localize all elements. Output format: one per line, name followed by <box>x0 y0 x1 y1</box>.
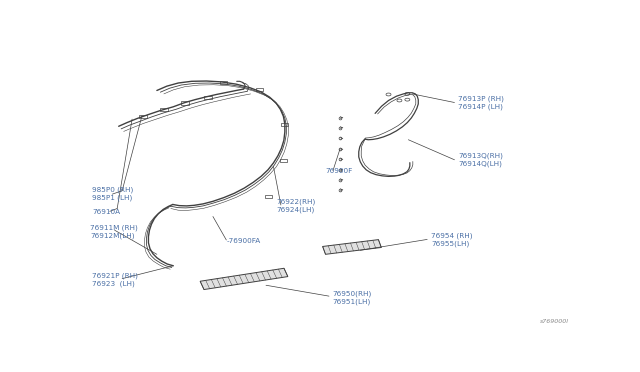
FancyBboxPatch shape <box>220 81 227 84</box>
Text: 76910A: 76910A <box>92 209 120 215</box>
FancyBboxPatch shape <box>204 96 212 99</box>
Polygon shape <box>323 240 381 254</box>
Text: 76922(RH)
76924(LH): 76922(RH) 76924(LH) <box>276 198 315 213</box>
Text: 76954 (RH)
76955(LH): 76954 (RH) 76955(LH) <box>431 233 473 247</box>
FancyBboxPatch shape <box>256 88 263 91</box>
FancyBboxPatch shape <box>281 124 288 126</box>
Text: 76900F: 76900F <box>326 168 353 174</box>
FancyBboxPatch shape <box>139 115 147 118</box>
Text: 76913P (RH)
76914P (LH): 76913P (RH) 76914P (LH) <box>458 96 504 110</box>
Text: 76950(RH)
76951(LH): 76950(RH) 76951(LH) <box>332 290 371 305</box>
Text: 76921P (RH)
76923  (LH): 76921P (RH) 76923 (LH) <box>92 273 138 287</box>
FancyBboxPatch shape <box>161 108 168 111</box>
FancyBboxPatch shape <box>265 195 272 198</box>
Text: s769000l: s769000l <box>540 319 568 324</box>
Text: 76911M (RH)
76912M(LH): 76911M (RH) 76912M(LH) <box>90 224 138 239</box>
Text: 985P0 (RH)
985P1 (LH): 985P0 (RH) 985P1 (LH) <box>92 187 134 201</box>
Polygon shape <box>200 268 288 289</box>
Text: 76913Q(RH)
76914Q(LH): 76913Q(RH) 76914Q(LH) <box>458 153 503 167</box>
Text: -76900FA: -76900FA <box>227 238 260 244</box>
FancyBboxPatch shape <box>280 159 287 162</box>
FancyBboxPatch shape <box>181 101 189 105</box>
